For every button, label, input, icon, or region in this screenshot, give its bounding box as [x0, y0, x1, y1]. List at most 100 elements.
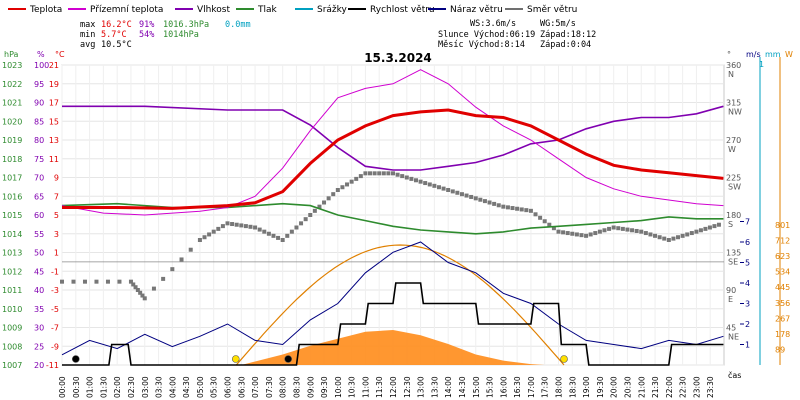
- wind-direction-point: [142, 296, 147, 301]
- wind-direction-point: [303, 217, 308, 222]
- stat-max-label: max: [80, 20, 95, 30]
- humidity-tick: 95: [34, 80, 44, 89]
- wind-direction-point: [680, 233, 685, 238]
- wind-direction-point: [455, 190, 460, 195]
- wind-direction-point: [94, 279, 99, 284]
- time-tick: 01:30: [99, 376, 108, 398]
- legend: Teplota Přízemní teplota Vlhkost Tlak Srážky…: [8, 5, 577, 15]
- temperature-line: [62, 108, 724, 210]
- wind-tick: 2: [745, 320, 750, 329]
- solar-tick: 356: [775, 299, 790, 308]
- pressure-tick: 1022: [2, 80, 22, 89]
- time-tick: 01:00: [86, 376, 95, 398]
- pressure-tick: 1021: [2, 99, 22, 108]
- wind-direction-point: [138, 290, 143, 295]
- time-tick: 00:00: [58, 376, 67, 398]
- wind-direction-point: [349, 179, 354, 184]
- stat-max-press: 1016.3hPa: [163, 20, 209, 30]
- time-tick: 05:00: [196, 376, 205, 398]
- direction-tick-label: SE: [728, 258, 738, 267]
- wind-direction-point: [289, 229, 294, 234]
- stat-avg-label: avg: [80, 40, 95, 50]
- axis-unit-pct: %: [37, 50, 45, 59]
- wind-tick: 5: [745, 259, 750, 268]
- wind-direction-point: [524, 208, 529, 213]
- stat-moon-set: Západ:0:04: [540, 40, 591, 50]
- wind-direction-point: [400, 174, 405, 179]
- wind-direction-point: [547, 222, 552, 227]
- wind-direction-point: [620, 226, 625, 231]
- wind-direction-point: [551, 226, 556, 231]
- wind-direction-point: [712, 224, 717, 229]
- time-axis-label: čas: [728, 370, 741, 380]
- humidity-tick: 65: [34, 192, 44, 201]
- wind-direction-point: [570, 231, 575, 236]
- sun-moon-marker: [71, 355, 80, 363]
- pressure-tick: 1010: [2, 305, 22, 314]
- wind-direction-point: [317, 204, 322, 209]
- wind-direction-point: [689, 231, 694, 236]
- time-tick: 03:00: [141, 376, 150, 398]
- temp-tick: -5: [51, 305, 59, 314]
- direction-tick-deg: 180: [726, 211, 741, 220]
- wind-direction-point: [676, 235, 681, 240]
- wind-direction-point: [556, 229, 561, 234]
- humidity-tick: 70: [34, 174, 44, 183]
- direction-tick-deg: 45: [726, 324, 736, 333]
- wind-direction-point: [533, 212, 538, 217]
- wind-direction-point: [358, 174, 363, 179]
- temp-tick: -7: [51, 324, 59, 333]
- humidity-tick: 100: [34, 61, 49, 70]
- direction-tick-deg: 225: [726, 174, 741, 183]
- wind-direction-point: [432, 183, 437, 188]
- legend-label: Náraz větru: [450, 5, 503, 15]
- time-tick: 11:00: [361, 376, 370, 398]
- legend-label: Teplota: [29, 5, 62, 15]
- wind-direction-point: [584, 233, 589, 238]
- temp-tick: 19: [49, 80, 59, 89]
- time-tick: 18:00: [555, 376, 564, 398]
- wind-direction-point: [496, 203, 501, 208]
- time-tick: 10:30: [348, 376, 357, 398]
- temp-tick: 1: [54, 249, 59, 258]
- wind-direction-point: [372, 171, 377, 176]
- wind-direction-point: [71, 279, 76, 284]
- time-tick: 13:00: [417, 376, 426, 398]
- wind-direction-point: [271, 233, 276, 238]
- legend-label: Vlhkost: [197, 5, 230, 15]
- pressure-tick: 1011: [2, 286, 22, 295]
- legend-label: Rychlost větru: [370, 5, 435, 15]
- time-tick: 13:30: [430, 376, 439, 398]
- temp-tick: -1: [51, 267, 59, 276]
- wind-direction-point: [381, 171, 386, 176]
- direction-tick-label: E: [728, 295, 733, 304]
- wind-direction-point: [464, 193, 469, 198]
- temp-tick: 15: [49, 117, 59, 126]
- wind-direction-point: [515, 206, 520, 211]
- time-tick: 22:30: [679, 376, 688, 398]
- wind-direction-point: [197, 238, 202, 242]
- solar-tick: 178: [775, 330, 790, 339]
- stat-sun-rise: Slunce Východ:06:19: [438, 30, 535, 40]
- stat-min-temp: 5.7°C: [101, 30, 127, 40]
- wind-direction-point: [597, 229, 602, 234]
- wind-direction-point: [542, 219, 547, 224]
- time-tick: 16:30: [513, 376, 522, 398]
- wind-direction-point: [60, 279, 64, 284]
- wind-direction-point: [248, 224, 253, 229]
- ground-temp-line: [61, 69, 724, 216]
- wind-direction-point: [363, 171, 368, 176]
- temp-tick: 3: [54, 230, 59, 239]
- legend-label: Přízemní teplota: [90, 5, 163, 15]
- time-tick: 23:30: [706, 376, 715, 398]
- wind-direction-point: [565, 231, 570, 236]
- pressure-tick: 1013: [2, 249, 22, 258]
- rain-tick: 1: [759, 60, 764, 69]
- legend-label: Srážky: [317, 5, 348, 15]
- wind-direction-point: [492, 201, 497, 206]
- wind-direction-point: [386, 171, 391, 176]
- wind-direction-point: [698, 228, 703, 233]
- pressure-tick: 1007: [2, 361, 22, 370]
- time-tick: 10:00: [334, 376, 343, 398]
